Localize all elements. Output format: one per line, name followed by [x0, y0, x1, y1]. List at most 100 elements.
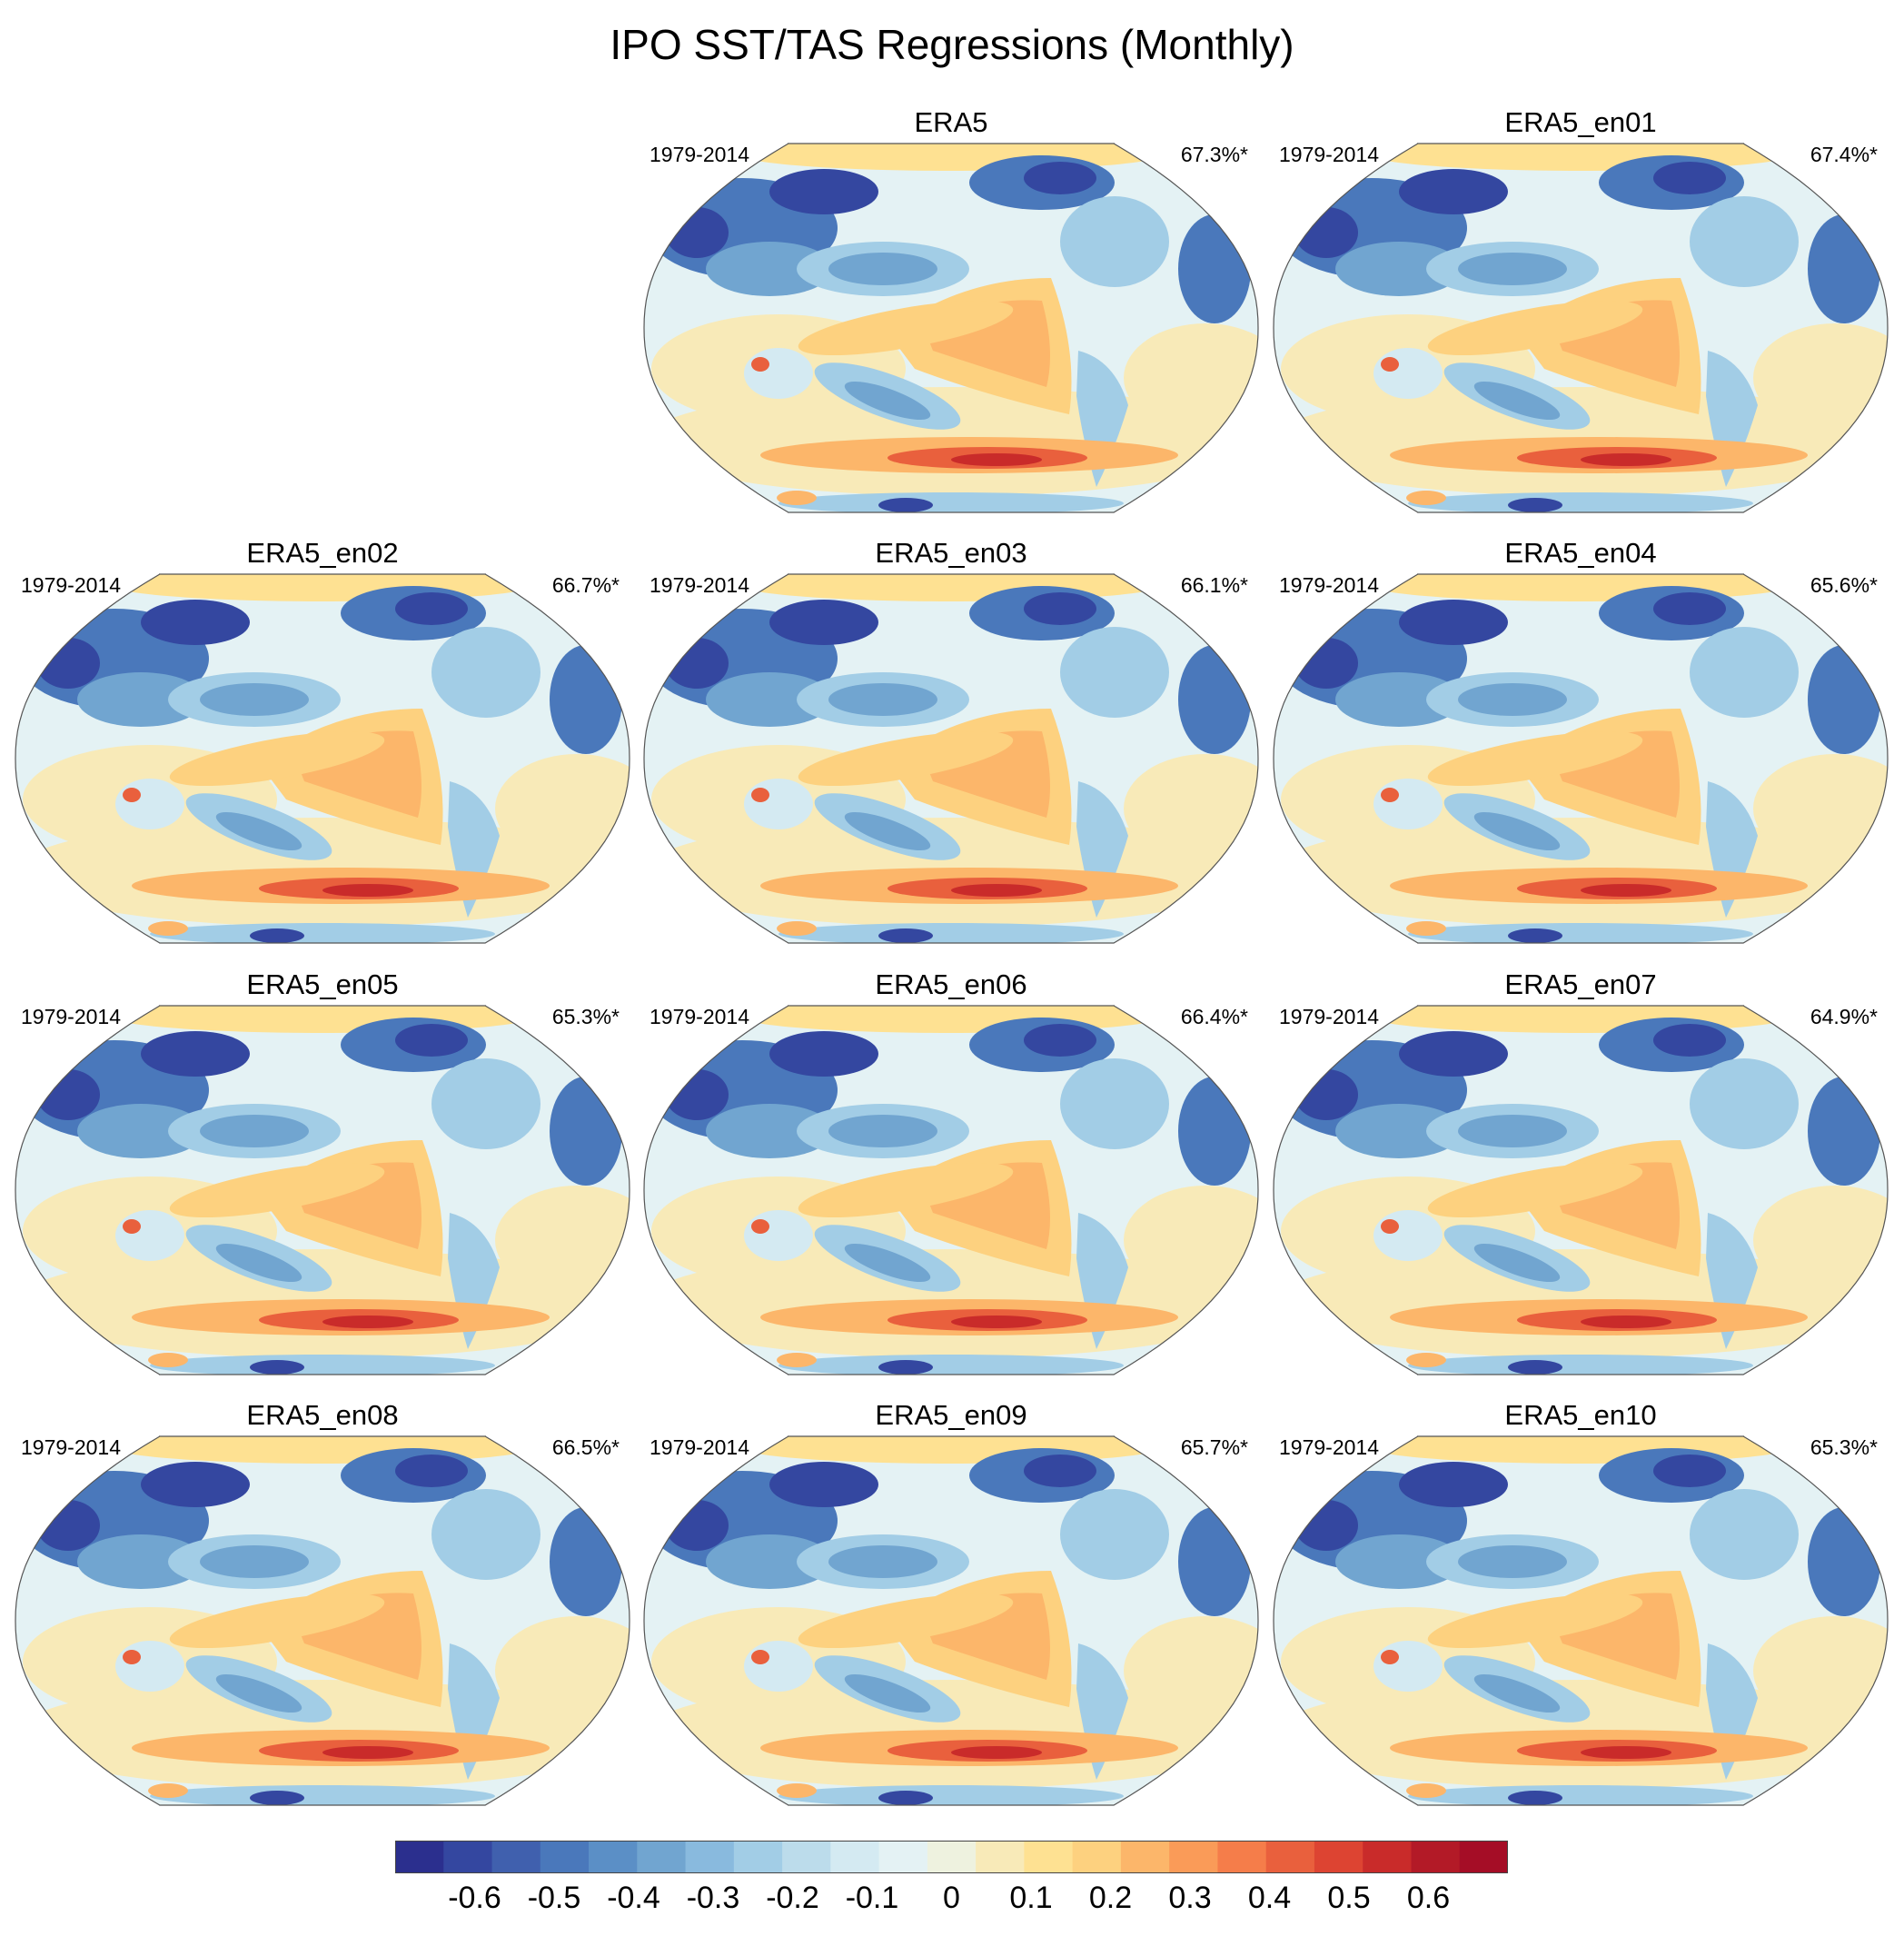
field-shape: [751, 1219, 769, 1234]
map-outline: [643, 573, 1259, 944]
colorbar-swatch: [1265, 1841, 1315, 1873]
map-outline: [1273, 573, 1889, 944]
field-shape: [1399, 169, 1508, 214]
field-shape: [733, 574, 1169, 601]
field-shape: [1581, 1746, 1671, 1759]
field-shape: [1690, 196, 1799, 287]
field-shape: [1473, 381, 1561, 421]
field-shape: [1427, 1162, 1643, 1218]
map-panel: ERA5_en04 1979-2014 65.6%*: [1265, 537, 1896, 958]
field-shape: [798, 300, 1014, 356]
panel-variance: 65.7%*: [1180, 1435, 1248, 1459]
colorbar-tick-label: -0.1: [845, 1881, 899, 1915]
colorbar-labels: -0.6 -0.5 -0.4 -0.3 -0.2 -0.1 0 0.1 0.2 0.3 0.4 0.5…: [0, 1881, 1904, 1917]
regression-map: [1273, 573, 1889, 944]
field-shape: [828, 1545, 937, 1578]
colorbar-swatch: [491, 1841, 541, 1873]
field-shape: [751, 788, 769, 802]
field-shape: [1808, 645, 1880, 754]
panel-variance: 66.1%*: [1180, 573, 1248, 597]
field-shape: [1335, 1104, 1463, 1158]
field-shape: [431, 627, 540, 718]
field-shape: [706, 242, 833, 296]
field-shape: [395, 1024, 468, 1057]
field-shape: [844, 811, 931, 851]
colorbar-swatch: [540, 1841, 590, 1873]
field-shape: [769, 1031, 878, 1077]
colorbar-frame: [395, 1841, 1508, 1873]
field-shape: [733, 1006, 1169, 1033]
colorbar-tick-label: -0.3: [686, 1881, 740, 1915]
field-shape: [744, 779, 813, 829]
field-shape: [1408, 492, 1753, 512]
field-shape: [322, 1315, 413, 1328]
colorbar-swatch: [1411, 1841, 1461, 1873]
field-shape: [123, 1219, 141, 1234]
field-shape: [36, 1500, 100, 1551]
field-shape: [1373, 348, 1443, 399]
panel-variance: 65.6%*: [1810, 573, 1878, 597]
panel-period: 1979-2014: [1279, 143, 1379, 166]
field-shape: [878, 498, 933, 512]
field-shape: [150, 1785, 495, 1805]
map-panel: ERA5_en01 1979-2014 67.4%*: [1265, 106, 1896, 528]
field-shape: [1060, 196, 1169, 287]
colorbar-swatch: [927, 1841, 977, 1873]
field-shape: [1808, 1077, 1880, 1186]
field-shape: [828, 683, 937, 716]
field-shape: [951, 1746, 1042, 1759]
colorbar-swatch: [1169, 1841, 1219, 1873]
field-shape: [1399, 1031, 1508, 1077]
colorbar-swatch: [1314, 1841, 1364, 1873]
colorbar-swatch: [1072, 1841, 1122, 1873]
field-shape: [123, 1650, 141, 1664]
field-shape: [215, 1673, 302, 1713]
field-shape: [250, 1791, 304, 1805]
panel-title: ERA5_en08: [246, 1399, 399, 1431]
field-shape: [798, 1593, 1014, 1649]
colorbar-swatch: [1120, 1841, 1170, 1873]
field-shape: [706, 1104, 833, 1158]
panel-variance: 66.4%*: [1180, 1005, 1248, 1028]
field-shape: [828, 253, 937, 285]
colorbar-swatch: [782, 1841, 831, 1873]
field-shape: [1335, 672, 1463, 727]
map-panel: ERA5_en08 1979-2014 66.5%*: [7, 1399, 638, 1821]
field-shape: [1178, 1077, 1251, 1186]
field-shape: [798, 1162, 1014, 1218]
regression-map: [643, 1005, 1259, 1375]
panel-variance: 65.3%*: [551, 1005, 620, 1028]
colorbar-swatch: [685, 1841, 735, 1873]
panel-title: ERA5_en03: [875, 537, 1027, 569]
field-shape: [878, 928, 933, 943]
field-shape: [798, 730, 1014, 787]
regression-map: [1273, 1435, 1889, 1806]
field-shape: [395, 592, 468, 625]
panel-variance: 64.9%*: [1810, 1005, 1878, 1028]
field-shape: [150, 1355, 495, 1375]
colorbar: [395, 1841, 1508, 1873]
field-shape: [141, 600, 250, 645]
map-panel: ERA5_en05 1979-2014 65.3%*: [7, 968, 638, 1390]
field-shape: [1473, 1243, 1561, 1283]
field-shape: [1408, 1355, 1753, 1375]
panel-period: 1979-2014: [1279, 1005, 1379, 1028]
field-shape: [1653, 1024, 1726, 1057]
panel-title: ERA5_en10: [1504, 1399, 1657, 1431]
field-shape: [1427, 300, 1643, 356]
colorbar-tick-label: 0.6: [1406, 1881, 1451, 1915]
colorbar-swatch: [1363, 1841, 1413, 1873]
field-shape: [1363, 1436, 1799, 1464]
field-shape: [1808, 214, 1880, 323]
field-shape: [1381, 1219, 1399, 1234]
panel-period: 1979-2014: [1279, 573, 1379, 597]
field-shape: [250, 1360, 304, 1375]
field-shape: [1808, 1507, 1880, 1616]
colorbar-tick-label: 0.2: [1088, 1881, 1133, 1915]
field-shape: [104, 1006, 540, 1033]
field-shape: [1458, 1545, 1567, 1578]
field-shape: [104, 574, 540, 601]
field-shape: [431, 1058, 540, 1149]
colorbar-tick-label: 0.3: [1168, 1881, 1212, 1915]
field-shape: [1653, 162, 1726, 194]
